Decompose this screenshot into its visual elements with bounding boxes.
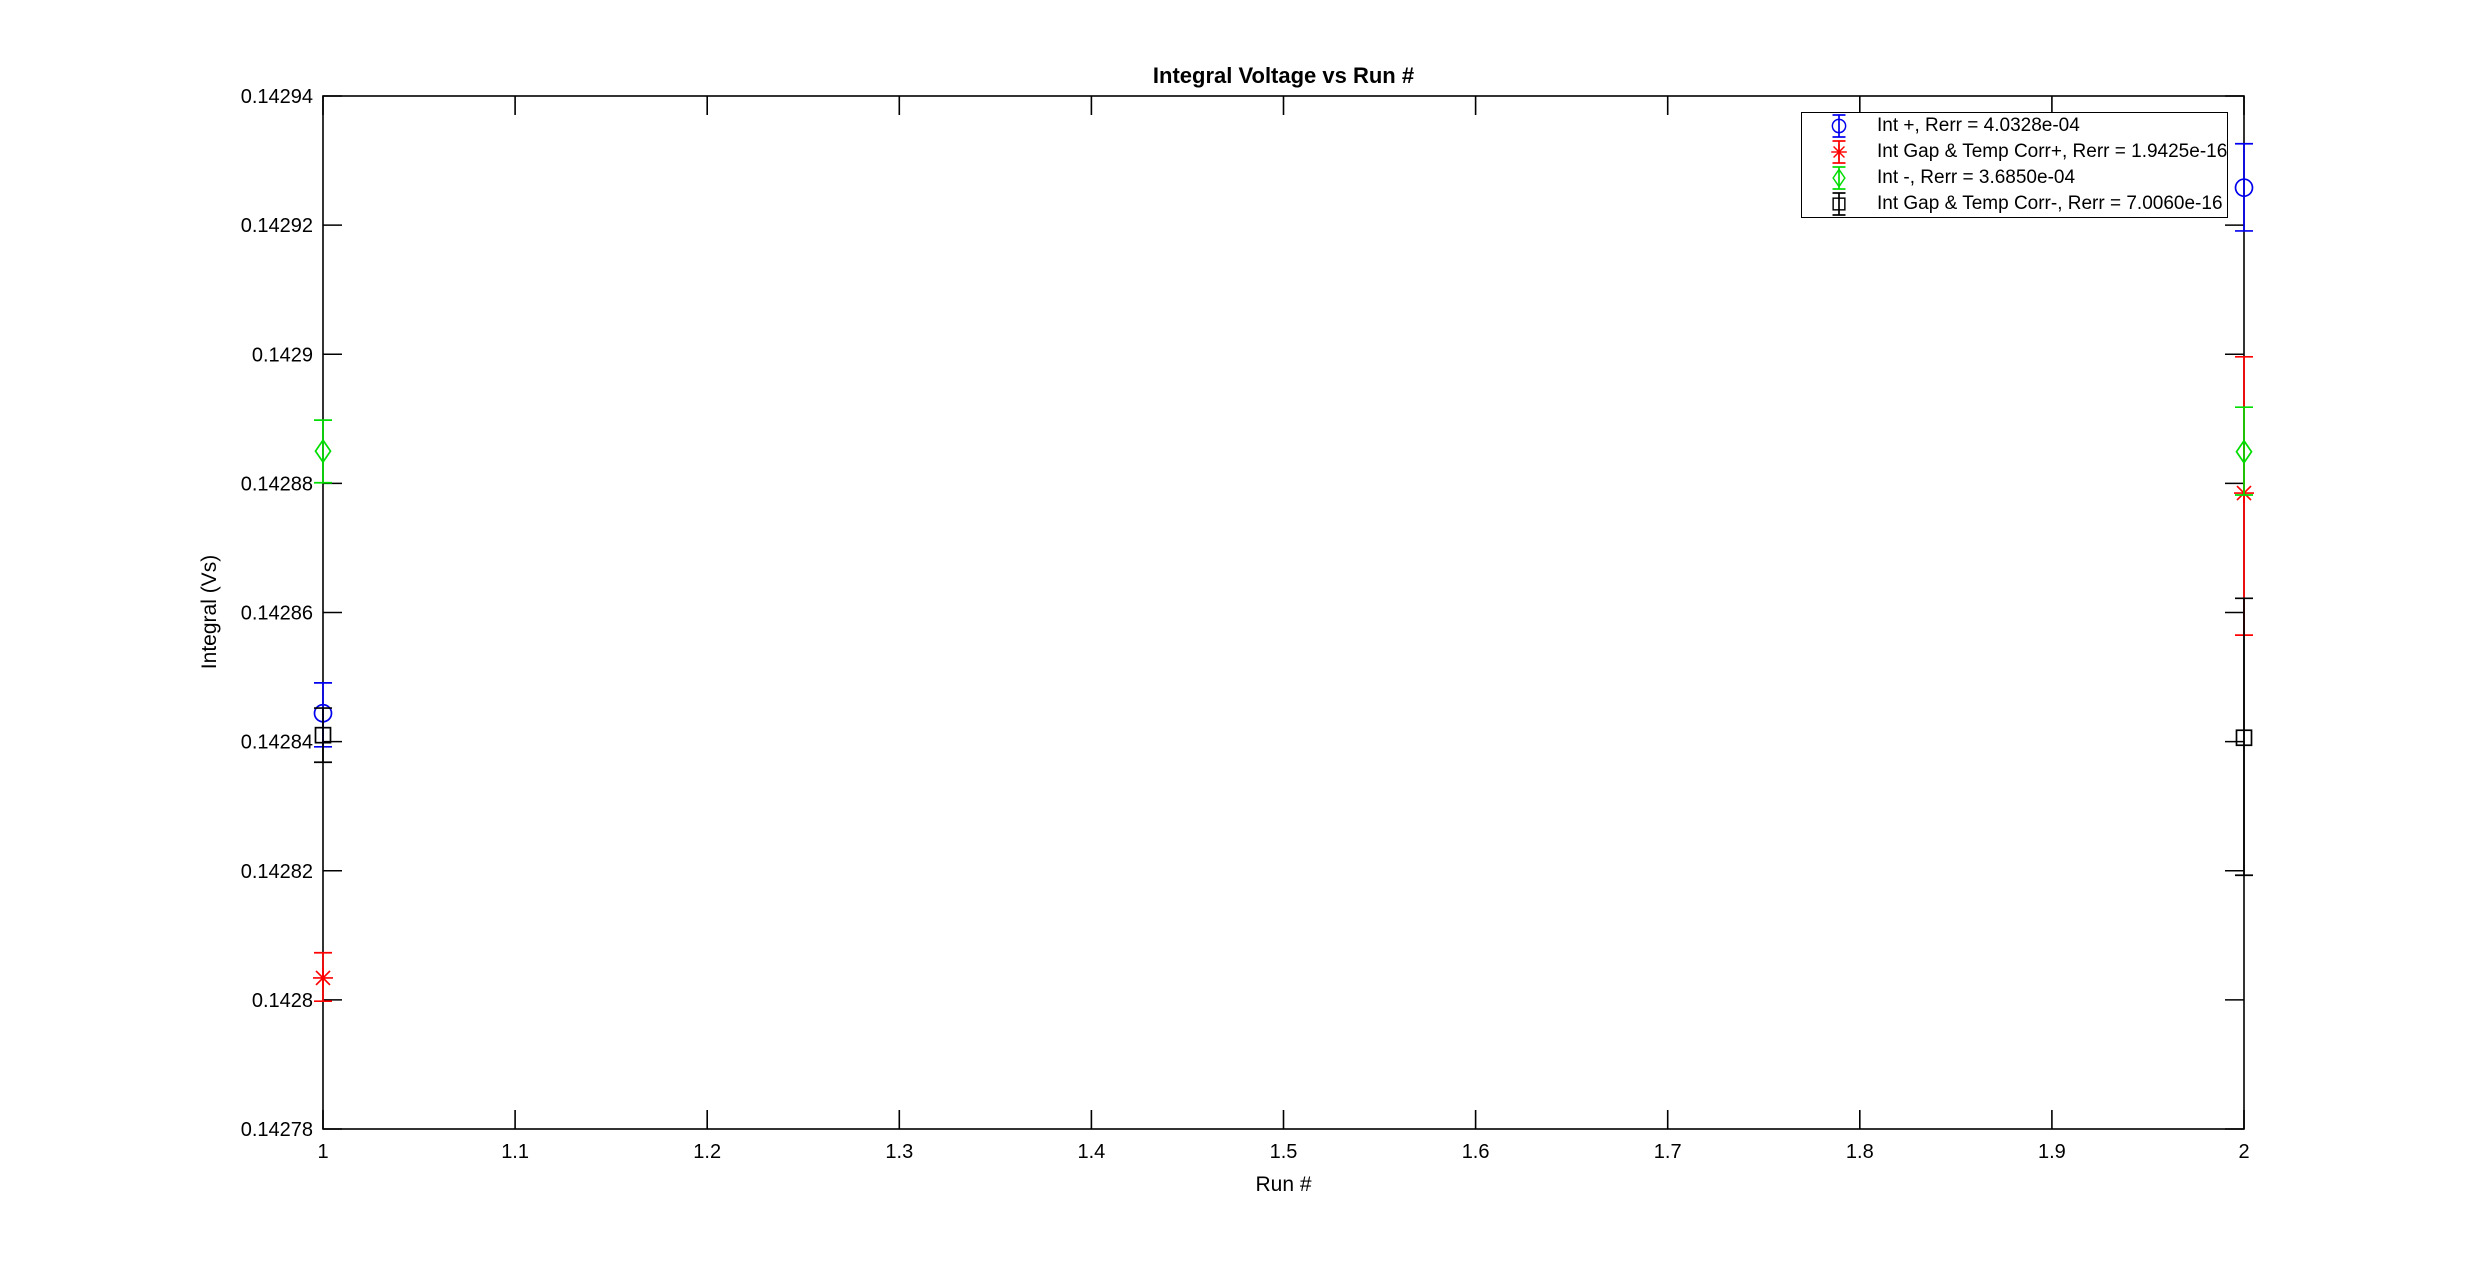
legend-marker-square <box>1832 191 1846 216</box>
plot-box <box>322 95 2245 1130</box>
x-tick-label: 1.7 <box>1654 1141 1682 1163</box>
legend-item: Int Gap & Temp Corr+, Rerr = 1.9425e-16 <box>1802 140 2227 165</box>
y-tick-label: 0.14282 <box>241 861 313 883</box>
x-tick-label: 1.4 <box>1077 1141 1105 1163</box>
legend-item-label: Int +, Rerr = 4.0328e-04 <box>1877 115 2080 137</box>
legend-item: Int -, Rerr = 3.6850e-04 <box>1802 165 2227 190</box>
legend-item-label: Int -, Rerr = 3.6850e-04 <box>1877 166 2076 188</box>
data-point-diamond <box>2235 439 2253 465</box>
legend-item: Int Gap & Temp Corr-, Rerr = 7.0060e-16 <box>1802 191 2227 216</box>
y-tick-label: 0.14294 <box>241 86 313 108</box>
x-tick-label: 1.3 <box>885 1141 913 1163</box>
y-tick-label: 0.14286 <box>241 603 313 625</box>
legend-marker-diamond <box>1832 166 1846 190</box>
x-axis-label: Run # <box>1255 1173 1312 1196</box>
data-point-diamond <box>1832 168 1846 188</box>
legend-marker-circle <box>1831 114 1847 139</box>
x-tick-label: 1.6 <box>1462 1141 1490 1163</box>
x-tick-label: 2 <box>2238 1141 2249 1163</box>
x-tick-label: 1.9 <box>2038 1141 2066 1163</box>
y-tick-label: 0.1428 <box>252 990 313 1012</box>
legend-item-label: Int Gap & Temp Corr+, Rerr = 1.9425e-16 <box>1877 141 2228 163</box>
chart-title: Integral Voltage vs Run # <box>1152 63 1415 88</box>
legend-item-label: Int Gap & Temp Corr-, Rerr = 7.0060e-16 <box>1877 192 2223 214</box>
y-tick-label: 0.14292 <box>241 215 313 237</box>
data-point-asterisk <box>315 970 331 986</box>
data-point-diamond <box>314 438 332 464</box>
y-tick-label: 0.1429 <box>252 344 313 366</box>
y-tick-label: 0.14284 <box>241 732 313 754</box>
y-tick-label: 0.14288 <box>241 473 313 495</box>
x-tick-label: 1 <box>317 1141 328 1163</box>
data-point-square <box>314 726 332 744</box>
x-tick-label: 1.2 <box>693 1141 721 1163</box>
x-tick-label: 1.8 <box>1846 1141 1874 1163</box>
legend: Int +, Rerr = 4.0328e-04 Int Gap & Temp C… <box>1801 112 2228 218</box>
y-tick-label: 0.14278 <box>241 1119 313 1141</box>
legend-marker-asterisk <box>1831 140 1847 164</box>
data-point-circle <box>1831 118 1847 134</box>
legend-item: Int +, Rerr = 4.0328e-04 <box>1802 114 2227 139</box>
data-point-square <box>1832 197 1846 211</box>
data-point-asterisk <box>1833 146 1845 159</box>
data-point-square <box>2235 729 2253 747</box>
x-tick-label: 1.5 <box>1270 1141 1298 1163</box>
data-point-circle <box>2234 178 2254 198</box>
x-tick-label: 1.1 <box>501 1141 529 1163</box>
